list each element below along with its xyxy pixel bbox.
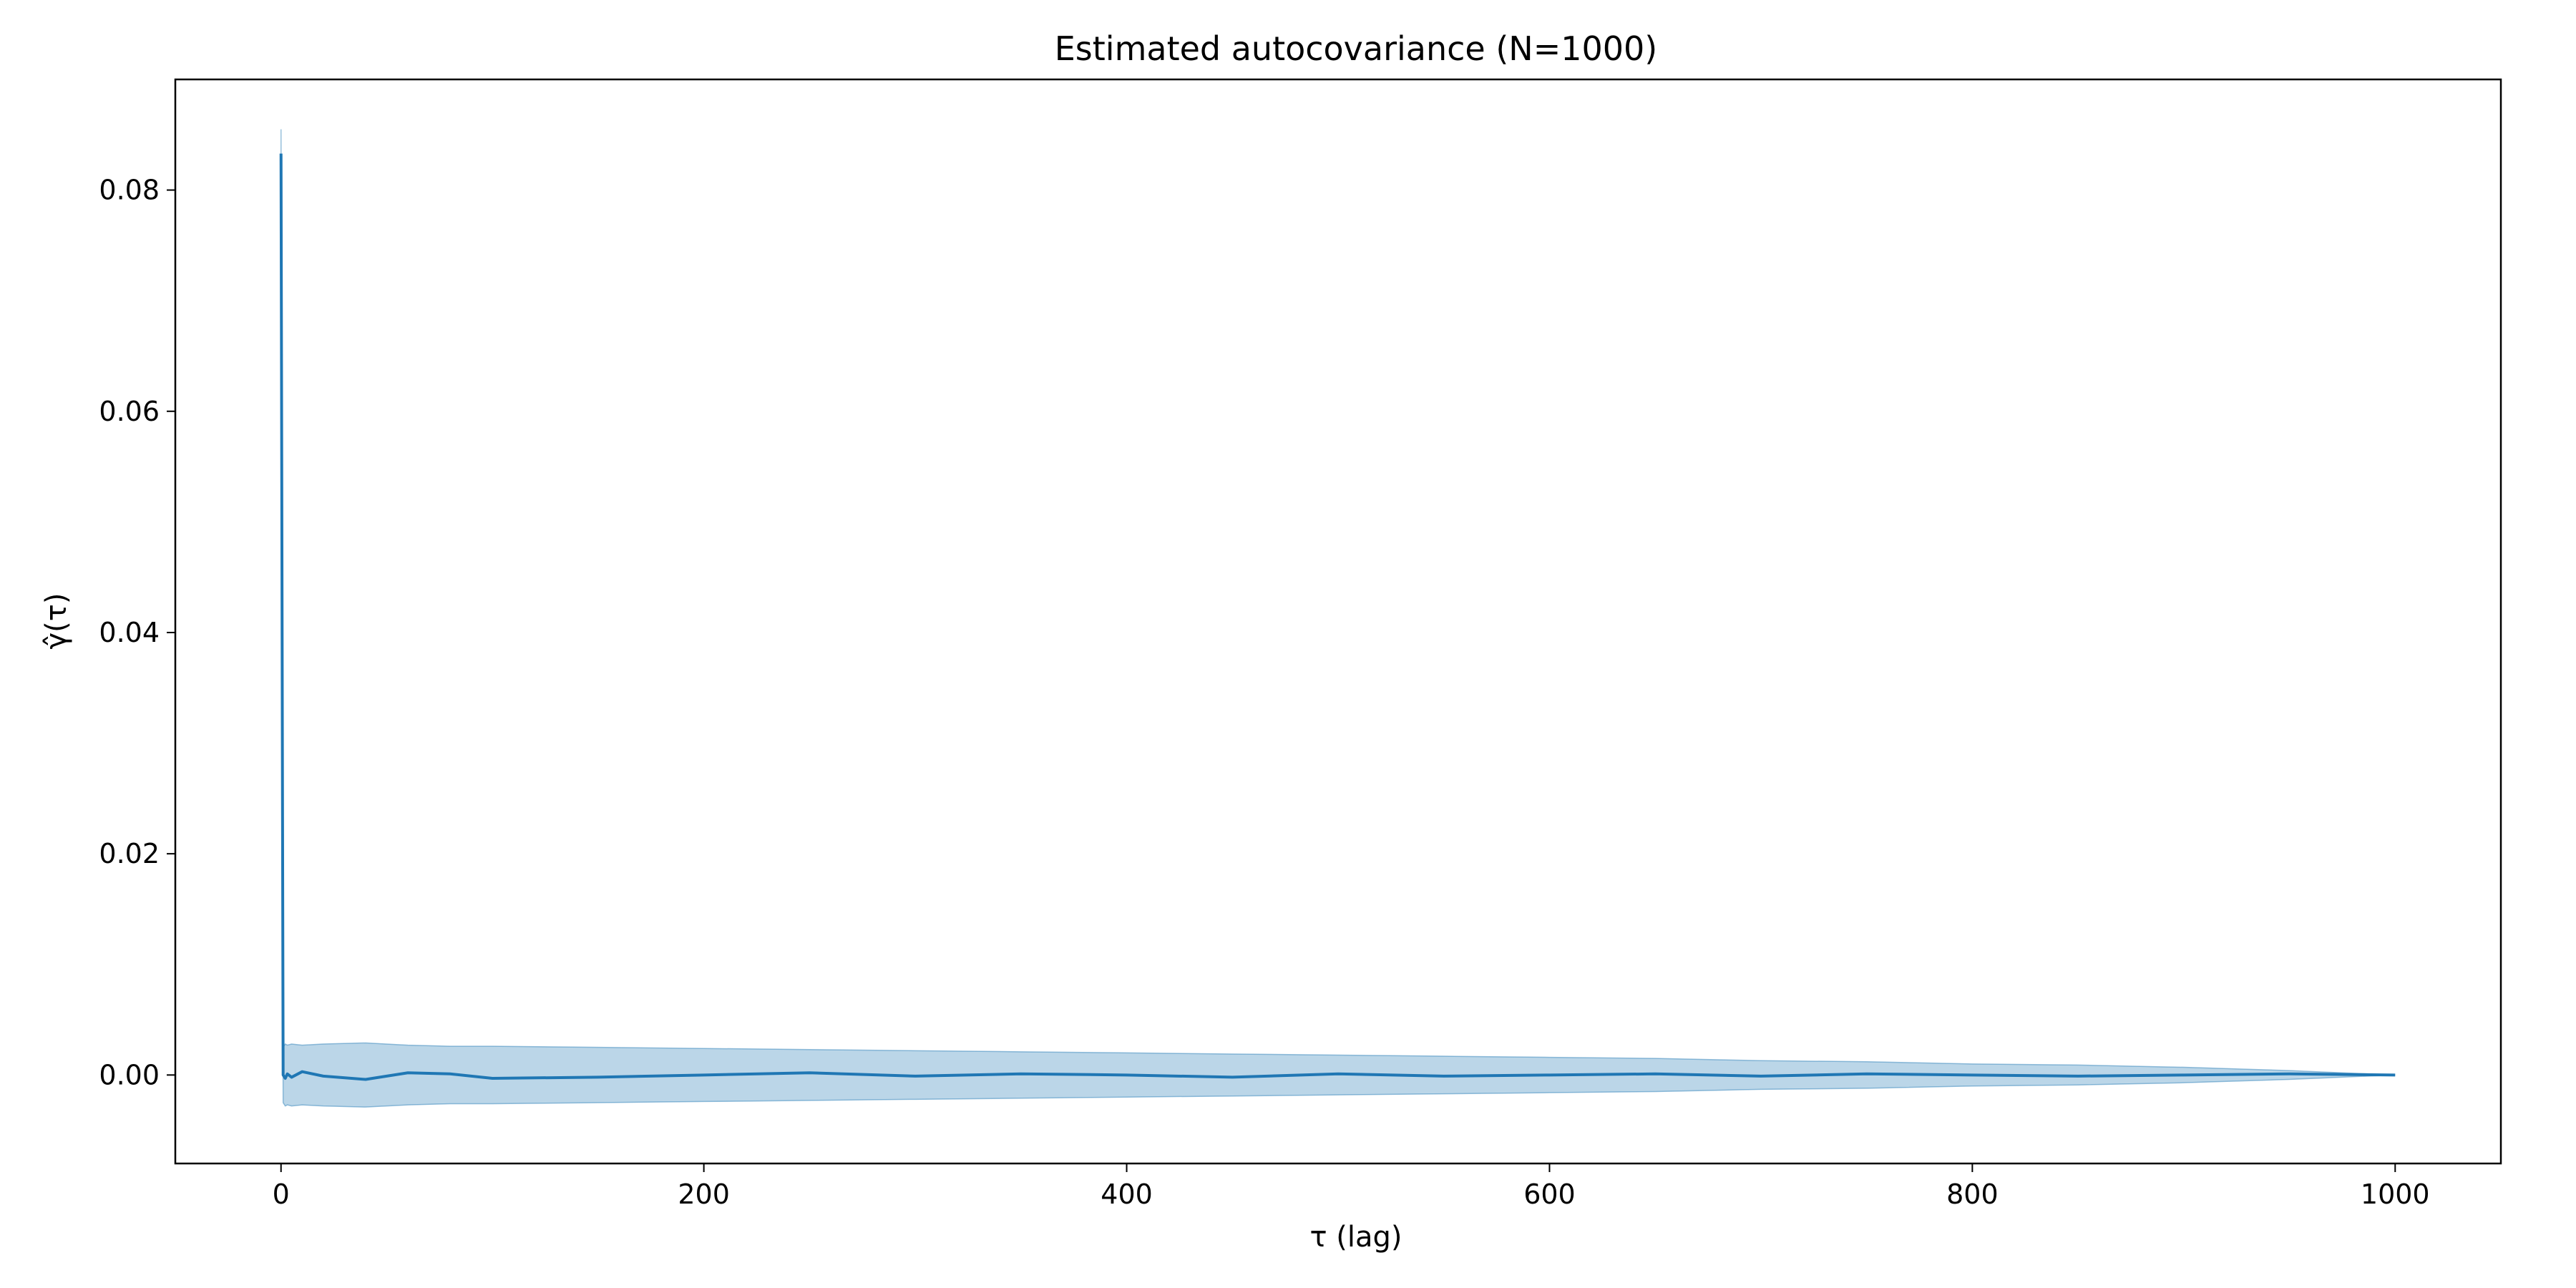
y-tick-label: 0.02 bbox=[99, 838, 160, 869]
y-tick-label: 0.00 bbox=[99, 1059, 160, 1091]
x-tick-label: 200 bbox=[678, 1179, 730, 1210]
axes-frame bbox=[174, 78, 2502, 1165]
confidence-band bbox=[280, 129, 2396, 1108]
chart-title: Estimated autocovariance (N=1000) bbox=[1055, 29, 1658, 68]
x-tick-label: 800 bbox=[1946, 1179, 1999, 1210]
y-tick-label: 0.06 bbox=[99, 396, 160, 427]
y-tick-label: 0.08 bbox=[99, 175, 160, 206]
autocovariance-line bbox=[279, 153, 2396, 1081]
x-tick-label: 400 bbox=[1101, 1179, 1153, 1210]
y-axis: 0.00 0.02 0.04 0.06 0.08 bbox=[99, 175, 175, 1091]
y-tick-label: 0.04 bbox=[99, 617, 160, 648]
plot-area bbox=[279, 129, 2396, 1108]
x-tick-label: 0 bbox=[273, 1179, 290, 1210]
x-axis-label: τ (lag) bbox=[1309, 1221, 1402, 1254]
x-tick-label: 600 bbox=[1523, 1179, 1576, 1210]
x-axis: 0 200 400 600 800 1000 bbox=[273, 1163, 2430, 1210]
y-axis-label: γ̂(τ) bbox=[40, 593, 73, 650]
x-tick-label: 1000 bbox=[2361, 1179, 2430, 1210]
